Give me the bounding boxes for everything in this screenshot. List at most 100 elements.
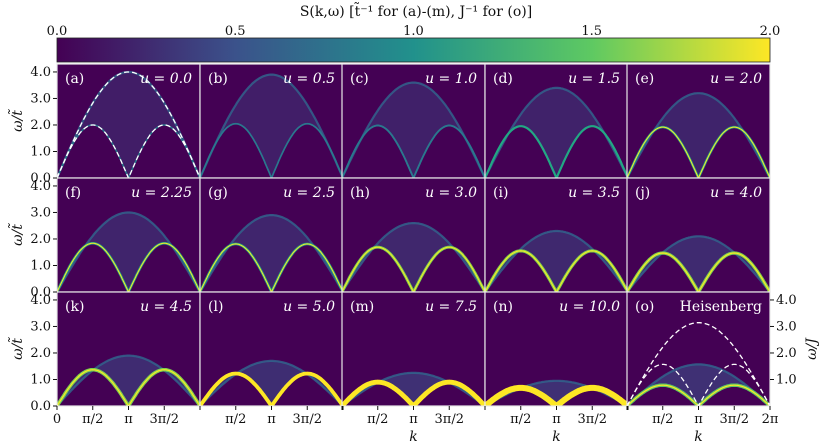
panel-k: (k) u = 4.5 xyxy=(56,291,201,407)
colorbar-tick-label: 2.0 xyxy=(760,24,781,39)
panel-parameter: u = 7.5 xyxy=(425,299,477,315)
panel-d: (d) u = 1.5 xyxy=(484,63,629,179)
figure-axes: 0.0 1.0 2.0 3.0 4.0 ω/t̃ 0.0 1.0 2.0 3.0 4.0 ω/t̃ 0.… xyxy=(7,65,820,445)
panel-parameter: u = 4.0 xyxy=(710,185,762,201)
y-tick-label: 1.0 xyxy=(30,144,51,159)
lower-branch-peak xyxy=(627,384,770,406)
upper-spectral-edge xyxy=(57,354,200,406)
x-axis-label: k xyxy=(552,429,560,445)
figure-title: S(k,ω) [t̃⁻¹ for (a)-(m), J⁻¹ for (o)] xyxy=(300,1,532,20)
spectral-continuum xyxy=(342,372,485,406)
x-tick-label: 0 xyxy=(53,412,61,427)
panel-label: (e) xyxy=(635,71,654,87)
spectral-continuum xyxy=(200,74,343,178)
y-tick-label: 3.0 xyxy=(30,91,51,106)
lower-branch-peak xyxy=(627,126,770,178)
right-y-tick-label: 4.0 xyxy=(776,293,797,308)
spectral-continuum xyxy=(200,360,343,406)
panel-a: (a) u = 0.0 xyxy=(56,63,201,179)
panel-n: (n) u = 10.0 xyxy=(484,291,629,407)
spectral-continuum xyxy=(627,93,770,178)
panel-background xyxy=(485,64,628,178)
colorbar xyxy=(56,37,771,63)
spectral-continuum xyxy=(342,223,485,292)
lower-branch-peak xyxy=(627,252,770,292)
right-y-axis-label: ω/J xyxy=(804,337,820,360)
x-axis-label: k xyxy=(409,429,417,445)
panel-parameter: u = 10.0 xyxy=(559,299,620,315)
right-y-tick-label: 2.0 xyxy=(776,346,797,361)
upper-spectral-edge xyxy=(342,371,485,406)
y-axis-label: ω/t̃ xyxy=(7,223,26,246)
y-tick-label: 0.0 xyxy=(30,399,51,414)
panel-label: (i) xyxy=(493,185,508,201)
panel-parameter: u = 2.0 xyxy=(710,71,762,87)
panel-label: (c) xyxy=(350,71,369,87)
panel-i: (i) u = 3.5 xyxy=(484,177,629,293)
y-axis-label: ω/t̃ xyxy=(7,109,26,132)
panel-b: (b) u = 0.5 xyxy=(199,63,344,179)
colorbar-tick-label: 1.0 xyxy=(403,24,424,39)
y-tick-label: 0.0 xyxy=(30,171,51,186)
panel-parameter: u = 4.5 xyxy=(140,299,192,315)
x-tick-label: π xyxy=(694,412,703,427)
lower-branch-peak xyxy=(200,372,343,406)
panel-parameter: u = 1.0 xyxy=(425,71,477,87)
spectral-continuum xyxy=(485,380,628,406)
y-tick-label: 0.0 xyxy=(30,285,51,300)
panel-f: (f) u = 2.25 xyxy=(56,177,201,293)
panel-parameter: u = 3.0 xyxy=(425,185,477,201)
panel-parameter: u = 2.5 xyxy=(283,185,335,201)
panel-label: (j) xyxy=(635,185,650,201)
panel-j: (j) u = 4.0 xyxy=(626,177,771,293)
lower-branch-peak xyxy=(485,250,628,292)
panel-parameter: u = 5.0 xyxy=(283,299,335,315)
colorbar-tick-label: 0.5 xyxy=(225,24,246,39)
x-tick-label: 3π/2 xyxy=(150,412,179,427)
panel-label: (l) xyxy=(208,299,223,315)
panel-g: (g) u = 2.5 xyxy=(199,177,344,293)
spectral-continuum xyxy=(485,231,628,292)
spectral-continuum xyxy=(627,364,770,406)
y-axis-label: ω/t̃ xyxy=(7,337,26,360)
y-tick-label: 2.0 xyxy=(30,118,51,133)
upper-spectral-edge xyxy=(57,211,200,292)
spectral-continuum xyxy=(57,212,200,292)
right-y-tick-label: 1.0 xyxy=(776,372,797,387)
x-tick-label: π/2 xyxy=(82,412,103,427)
a-lower-dashed-curve xyxy=(57,124,200,178)
x-tick-label: π/2 xyxy=(225,412,246,427)
upper-spectral-edge xyxy=(627,235,770,292)
lower-spinon-branch xyxy=(200,122,343,178)
panel-label: (d) xyxy=(493,71,513,87)
x-tick-label: π xyxy=(409,412,418,427)
panel-background xyxy=(485,178,628,292)
panel-e: (e) u = 2.0 xyxy=(626,63,771,179)
x-tick-label: π xyxy=(267,412,276,427)
panel-c: (c) u = 1.0 xyxy=(341,63,486,179)
spectral-continuum xyxy=(342,82,485,178)
lower-branch-peak xyxy=(200,243,343,292)
lower-spinon-branch xyxy=(342,124,485,178)
o-lower-dashed-curve xyxy=(627,363,770,406)
panel-label: (b) xyxy=(208,71,228,87)
x-tick-label: π xyxy=(552,412,561,427)
panel-background xyxy=(627,64,770,178)
spectral-continuum xyxy=(57,355,200,406)
panel-background xyxy=(200,64,343,178)
spectral-continuum xyxy=(627,236,770,292)
x-tick-label: 3π/2 xyxy=(720,412,749,427)
panel-label: (m) xyxy=(350,299,374,315)
y-tick-label: 4.0 xyxy=(30,65,51,80)
panel-label: (n) xyxy=(493,299,513,315)
panel-parameter: u = 1.5 xyxy=(568,71,620,87)
panel-label: (k) xyxy=(65,299,84,315)
panel-label: (g) xyxy=(208,185,228,201)
panel-label: (h) xyxy=(350,185,370,201)
panel-parameter: u = 0.0 xyxy=(140,71,192,87)
x-tick-label: 3π/2 xyxy=(293,412,322,427)
panel-l: (l) u = 5.0 xyxy=(199,291,344,407)
panel-parameter: u = 3.5 xyxy=(568,185,620,201)
lower-spinon-branch xyxy=(485,125,628,178)
